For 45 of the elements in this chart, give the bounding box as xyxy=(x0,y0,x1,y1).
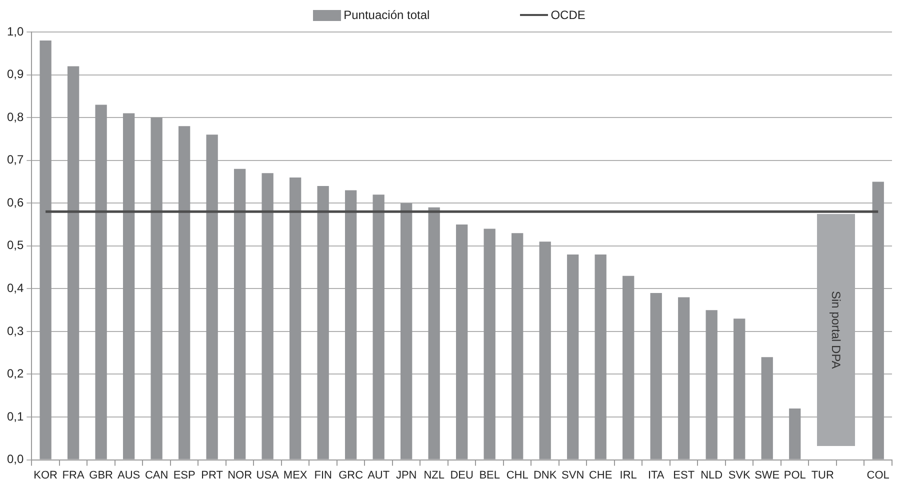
x-tick-label: AUS xyxy=(118,469,140,482)
y-tick-label: 0,9 xyxy=(6,67,24,82)
x-tick-label: KOR xyxy=(34,469,58,482)
x-tick-label: NLD xyxy=(700,469,723,482)
x-tick-label: ESP xyxy=(173,469,196,482)
legend-label: Puntuación total xyxy=(344,8,430,22)
y-tick-label: 0,1 xyxy=(6,409,24,424)
y-tick-label: 0,5 xyxy=(6,238,24,252)
x-tick-label: DNK xyxy=(533,469,558,482)
note-box: Sin portal DPA xyxy=(817,214,856,446)
x-tick-label: POL xyxy=(784,469,806,482)
x-tick-label: MEX xyxy=(283,469,308,482)
x-tick-label: IRL xyxy=(620,469,637,482)
y-tick-label: 0,8 xyxy=(6,110,24,124)
x-tick-label: SVN xyxy=(562,469,584,482)
x-tick-label: COL xyxy=(866,469,890,482)
x-tick-label: JPN xyxy=(396,469,417,482)
x-tick-label: GBR xyxy=(89,469,114,482)
y-tick-label: 0,6 xyxy=(6,195,24,210)
x-tick-label: NZL xyxy=(424,469,444,482)
y-tick-label: 0,4 xyxy=(6,280,24,295)
x-tick-label: ITA xyxy=(648,469,665,482)
y-tick-label: 0,7 xyxy=(6,152,24,167)
legend-label: OCDE xyxy=(550,8,586,22)
x-tick-label: USA xyxy=(256,469,280,482)
x-tick-label: NOR xyxy=(228,469,252,482)
x-tick-label: TUR xyxy=(811,469,834,482)
x-tick-label: SWE xyxy=(754,469,780,482)
x-tick-label: PRT xyxy=(201,469,224,482)
x-tick-label: CAN xyxy=(144,469,168,482)
x-tick-label: AUT xyxy=(368,469,390,482)
x-tick-label: SVK xyxy=(728,469,752,482)
x-tick-label: DEU xyxy=(450,469,474,482)
x-tick-label: GRC xyxy=(338,469,364,482)
x-tick-label: FIN xyxy=(314,469,332,482)
x-tick-label: BEL xyxy=(479,469,500,482)
y-tick-label: 1,0 xyxy=(6,24,24,38)
x-tick-label: FRA xyxy=(62,469,85,482)
x-tick-label: CHL xyxy=(506,469,528,482)
y-tick-label: 0,0 xyxy=(6,452,24,466)
y-tick-label: 0,3 xyxy=(6,324,24,338)
y-tick-label: 0,2 xyxy=(6,366,24,381)
annotation: Sin portal DPA xyxy=(829,291,844,369)
x-tick-label: EST xyxy=(673,469,695,482)
x-tick-label: CHE xyxy=(588,469,612,482)
